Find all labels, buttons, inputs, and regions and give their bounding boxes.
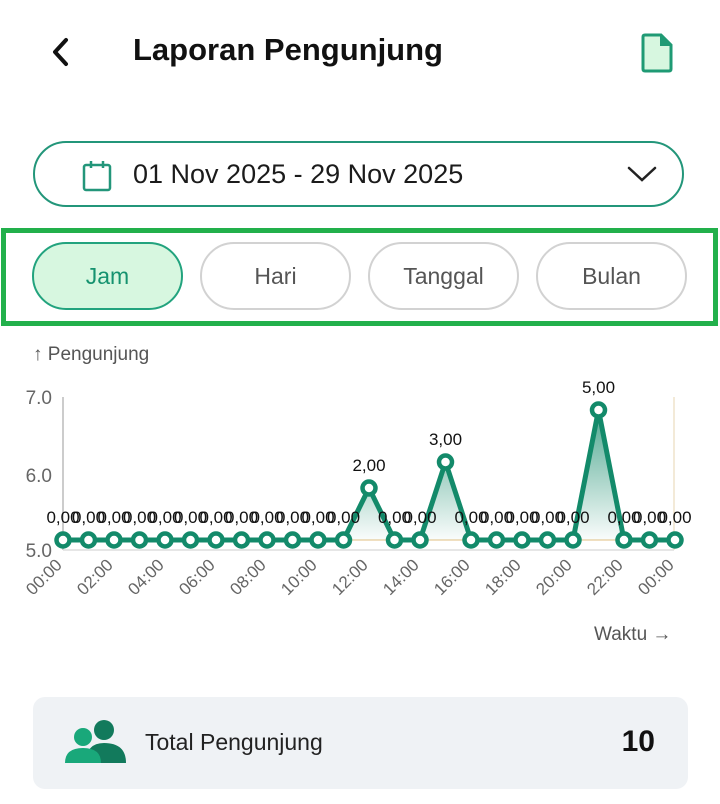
- x-tick-label: 06:00: [175, 555, 219, 599]
- x-tick-label: 14:00: [379, 555, 423, 599]
- x-tick-label: 02:00: [73, 555, 117, 599]
- data-point: [207, 531, 225, 549]
- data-label: 0,00: [97, 508, 130, 527]
- data-label: 0,00: [123, 508, 156, 527]
- x-tick-label: 20:00: [532, 555, 576, 599]
- page-title: Laporan Pengunjung: [133, 32, 443, 67]
- data-label: 0,00: [46, 508, 79, 527]
- chevron-down-icon: [627, 166, 657, 182]
- data-point: [334, 531, 353, 549]
- data-label: 0,00: [72, 508, 105, 527]
- x-tick-label: 22:00: [583, 555, 627, 599]
- data-label: 5,00: [582, 378, 615, 397]
- tab-label: Bulan: [582, 262, 641, 289]
- x-axis-title: Waktu: [594, 624, 648, 645]
- y-tick-label: 5.0: [26, 541, 52, 562]
- total-visitors-card: Total Pengunjung 10: [33, 697, 688, 789]
- x-axis-label: Waktu →: [594, 624, 671, 646]
- data-label: 0,00: [658, 508, 691, 527]
- data-label: 0,00: [301, 508, 334, 527]
- y-tick-label: 6.0: [26, 466, 52, 487]
- data-label: 0,00: [199, 508, 232, 527]
- data-label: 0,00: [505, 508, 538, 527]
- data-point: [232, 531, 251, 549]
- data-label: 2,00: [352, 456, 385, 475]
- tab-label: Tanggal: [403, 262, 484, 289]
- tab-label: Jam: [85, 262, 130, 289]
- data-point: [436, 453, 455, 471]
- tab-label: Hari: [254, 262, 297, 289]
- y-tick-label: 7.0: [26, 388, 52, 409]
- data-point: [615, 531, 633, 549]
- data-point: [589, 401, 608, 419]
- data-point: [564, 531, 582, 549]
- data-label: 0,00: [633, 508, 666, 527]
- data-point: [411, 531, 429, 549]
- data-label: 0,00: [378, 508, 411, 527]
- data-point: [156, 531, 174, 549]
- people-icon: [65, 720, 126, 763]
- data-point: [666, 531, 684, 549]
- data-label: 0,00: [403, 508, 436, 527]
- data-label: 0,00: [250, 508, 283, 527]
- data-label: 0,00: [531, 508, 564, 527]
- data-label: 0,00: [327, 508, 360, 527]
- tab-bulan[interactable]: Bulan: [536, 242, 687, 310]
- x-tick-label: 18:00: [481, 555, 525, 599]
- x-tick-label: 16:00: [430, 555, 474, 599]
- calendar-icon: [82, 161, 112, 192]
- tab-jam[interactable]: Jam: [32, 242, 183, 310]
- data-label: 0,00: [454, 508, 487, 527]
- tab-hari[interactable]: Hari: [200, 242, 351, 310]
- document-icon[interactable]: [640, 33, 674, 73]
- x-tick-label: 04:00: [124, 555, 168, 599]
- period-tabs-highlight: [1, 228, 718, 326]
- data-point: [54, 531, 72, 549]
- data-label: 0,00: [225, 508, 258, 527]
- data-point: [513, 531, 531, 549]
- data-point: [462, 531, 480, 549]
- data-point: [130, 531, 149, 549]
- data-label: 0,00: [148, 508, 181, 527]
- arrow-up-icon: ↑: [33, 344, 43, 365]
- data-label: 0,00: [480, 508, 513, 527]
- data-point: [181, 531, 200, 549]
- x-tick-label: 08:00: [226, 555, 270, 599]
- data-point: [640, 531, 659, 549]
- data-label: 3,00: [429, 430, 462, 449]
- x-tick-label: 12:00: [328, 555, 372, 599]
- data-label: 0,00: [276, 508, 309, 527]
- date-range-select[interactable]: 01 Nov 2025 - 29 Nov 2025: [33, 141, 684, 207]
- data-point: [283, 531, 302, 549]
- date-range-value: 01 Nov 2025 - 29 Nov 2025: [133, 159, 464, 189]
- data-label: 0,00: [556, 508, 589, 527]
- data-point: [105, 531, 123, 549]
- total-visitors-value: 10: [621, 725, 655, 758]
- visitor-chart: 5.06.07.00,000,000,000,000,000,000,000,0…: [22, 378, 691, 599]
- series-area: [63, 410, 675, 540]
- data-point: [538, 531, 557, 549]
- arrow-right-icon: →: [652, 624, 672, 645]
- data-label: 0,00: [174, 508, 207, 527]
- data-point: [487, 531, 506, 549]
- tab-tanggal[interactable]: Tanggal: [368, 242, 519, 310]
- data-point: [360, 479, 378, 497]
- total-visitors-label: Total Pengunjung: [145, 729, 323, 755]
- back-button[interactable]: [46, 34, 76, 70]
- x-tick-label: 00:00: [634, 555, 678, 599]
- y-axis-label: ↑ Pengunjung: [33, 344, 149, 366]
- data-point: [309, 531, 327, 549]
- y-axis-title: Pengunjung: [47, 344, 150, 365]
- data-point: [79, 531, 98, 549]
- x-tick-label: 10:00: [277, 555, 321, 599]
- data-point: [385, 531, 404, 549]
- data-label: 0,00: [607, 508, 640, 527]
- data-point: [258, 531, 276, 549]
